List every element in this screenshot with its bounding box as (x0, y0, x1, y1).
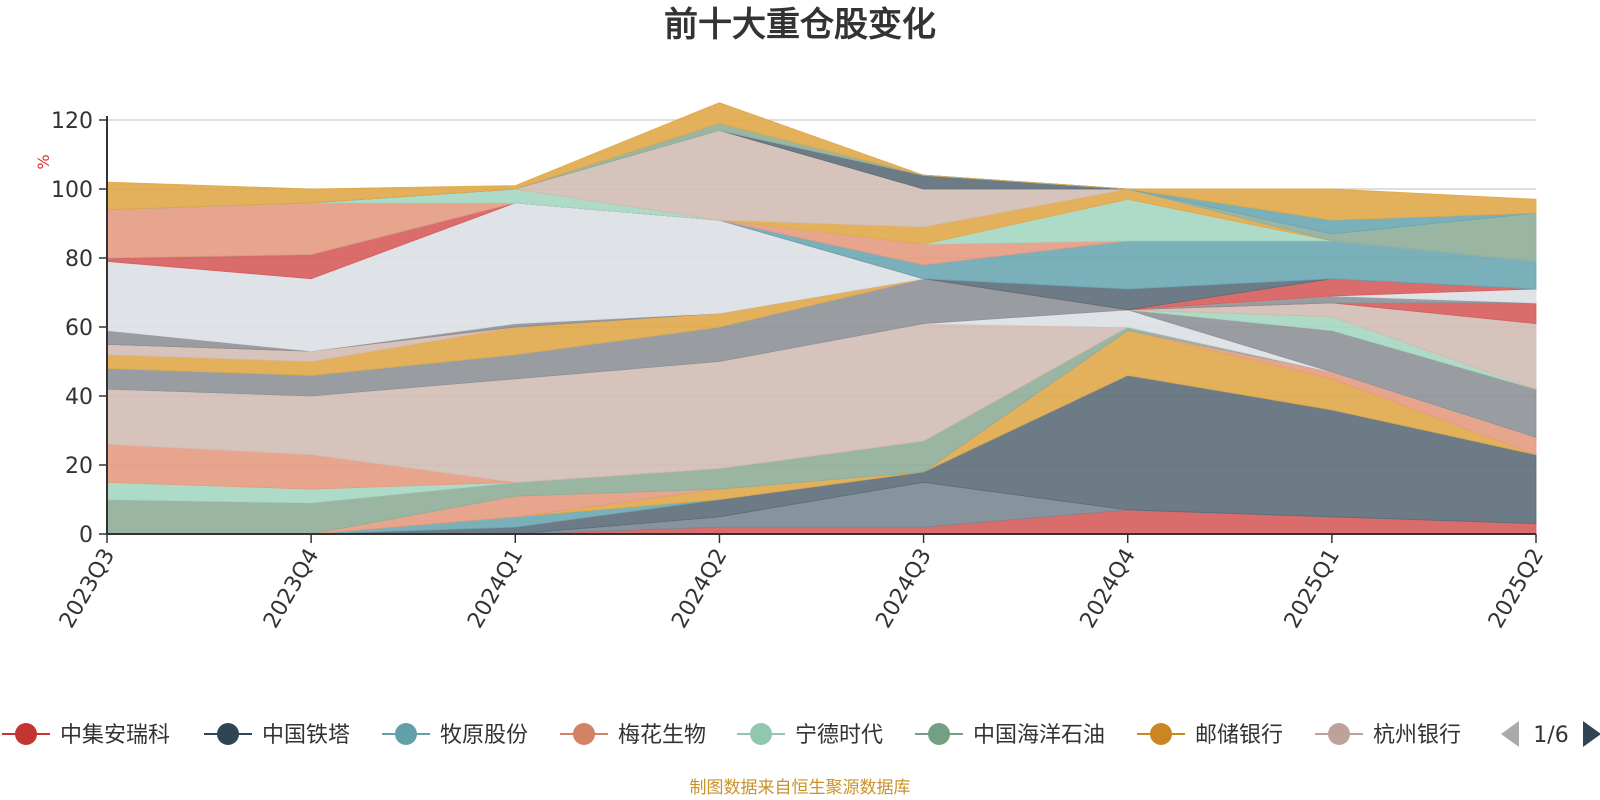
x-tick-label: 2023Q3 (55, 545, 120, 633)
legend-label: 梅花生物 (618, 723, 706, 748)
legend-next-icon[interactable] (1583, 721, 1600, 747)
y-tick-label: 100 (51, 178, 93, 203)
legend-item[interactable]: 中国海洋石油 (915, 723, 1105, 748)
legend-marker-icon (750, 723, 772, 745)
x-tick-label: 2025Q1 (1280, 545, 1345, 633)
y-tick-label: 40 (65, 385, 93, 410)
x-tick-label: 2024Q2 (667, 545, 732, 633)
x-tick-label: 2025Q2 (1484, 545, 1549, 633)
y-tick-label: 20 (65, 454, 93, 479)
legend-item[interactable]: 梅花生物 (560, 723, 706, 748)
area-series-29[interactable] (106, 102, 1537, 221)
y-axis-unit: % (34, 154, 53, 169)
y-tick-label: 60 (65, 316, 93, 341)
x-tick-label: 2024Q4 (1076, 545, 1141, 633)
legend[interactable]: 中集安瑞科 中国铁塔 牧原股份 梅花生物 宁德时代 中国海洋石油 邮储银行 杭州银行 (2, 723, 1461, 748)
chart-title: 前十大重仓股变化 (664, 5, 936, 45)
legend-marker-icon (15, 723, 37, 745)
x-tick-label: 2024Q3 (871, 545, 936, 633)
area-series (106, 102, 1537, 535)
legend-marker-icon (928, 723, 950, 745)
legend-marker-icon (395, 723, 417, 745)
legend-marker-icon (1150, 723, 1172, 745)
legend-label: 邮储银行 (1195, 723, 1283, 748)
legend-item[interactable]: 牧原股份 (382, 723, 528, 748)
legend-label: 中集安瑞科 (60, 723, 170, 748)
legend-item[interactable]: 中集安瑞科 (2, 723, 170, 748)
legend-item[interactable]: 宁德时代 (737, 723, 883, 748)
legend-item[interactable]: 中国铁塔 (204, 723, 350, 748)
legend-prev-icon[interactable] (1501, 721, 1519, 747)
y-tick-label: 80 (65, 247, 93, 272)
y-tick-label: 0 (79, 523, 93, 548)
x-tick-label: 2023Q4 (259, 545, 324, 633)
x-tick-label: 2024Q1 (463, 545, 528, 633)
y-tick-label: 120 (51, 109, 93, 134)
legend-item[interactable]: 杭州银行 (1315, 723, 1461, 748)
legend-label: 宁德时代 (795, 723, 883, 748)
legend-page-indicator: 1/6 (1533, 723, 1568, 748)
legend-marker-icon (1328, 723, 1350, 745)
legend-item[interactable]: 邮储银行 (1137, 723, 1283, 748)
legend-label: 杭州银行 (1373, 723, 1461, 748)
legend-marker-icon (217, 723, 239, 745)
source-note: 制图数据来自恒生聚源数据库 (690, 778, 911, 798)
legend-label: 中国铁塔 (262, 723, 350, 748)
legend-label: 牧原股份 (440, 723, 528, 748)
legend-marker-icon (573, 723, 595, 745)
legend-pager: 1/6 (1501, 721, 1600, 748)
legend-label: 中国海洋石油 (973, 723, 1105, 748)
